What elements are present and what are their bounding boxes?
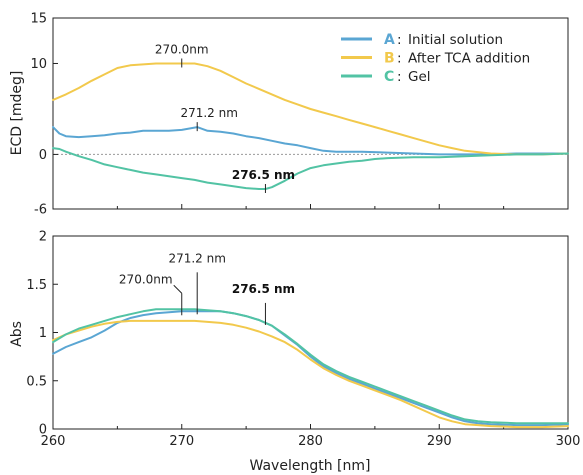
- annotation-label: 271.2 nm: [180, 106, 237, 120]
- ecd-legend: A: Initial solution B: After TCA addition C:…: [341, 32, 530, 85]
- annotation-label: 276.5 nm: [232, 282, 295, 296]
- x-tick-label: 280: [298, 434, 323, 449]
- series-line-B: [52, 319, 569, 429]
- legend-key-C: C: [384, 69, 394, 85]
- ecd-x-ticks: [52, 204, 569, 209]
- y-tick-label: 1: [39, 326, 47, 341]
- y-tick-label: 15: [30, 12, 47, 27]
- abs-y-ticks: 2 1.5 1 0.5 0: [26, 230, 58, 438]
- y-tick-label: 2: [39, 230, 47, 245]
- abs-x-ticks: 260 270 280 290 300: [41, 424, 581, 449]
- y-tick-label: 10: [30, 57, 47, 72]
- abs-plot-frame: [52, 235, 569, 430]
- ecd-y-ticks: 15 10 0 -6: [30, 12, 58, 218]
- x-axis-label: Wavelength [nm]: [250, 458, 371, 474]
- y-tick-label: 0: [39, 423, 47, 438]
- legend-separator: :: [397, 69, 402, 85]
- abs-panel: 2 1.5 1 0.5 0 260 270 280 290 300 270.0nm 271.2 n…: [9, 230, 580, 475]
- ecd-series-group: [52, 62, 569, 190]
- ecd-annotations: 270.0nm 271.2 nm 276.5 nm: [155, 42, 295, 193]
- ecd-y-axis-label: ECD [mdeg]: [9, 71, 25, 156]
- series-line-C: [52, 308, 569, 425]
- legend-key-B: B: [384, 51, 395, 67]
- annotation-label: 276.5 nm: [232, 168, 295, 182]
- series-line-C: [52, 147, 569, 190]
- abs-y-axis-label: Abs: [9, 321, 25, 347]
- legend-label-C: Gel: [408, 69, 431, 85]
- legend-separator: :: [397, 51, 402, 67]
- annotation-label: 271.2 nm: [168, 251, 225, 265]
- abs-annotations: 270.0nm 271.2 nm 276.5 nm: [119, 251, 295, 325]
- y-tick-label: 0.5: [26, 374, 47, 389]
- legend-key-A: A: [384, 32, 395, 48]
- x-tick-label: 300: [556, 434, 581, 449]
- y-tick-label: 0: [39, 148, 47, 163]
- annotation-label: 270.0nm: [119, 272, 173, 286]
- legend-separator: :: [397, 32, 402, 48]
- y-tick-label: -6: [34, 203, 47, 218]
- annotation-leader: [173, 284, 183, 294]
- legend-label-A: Initial solution: [408, 32, 503, 48]
- x-tick-label: 270: [169, 434, 194, 449]
- legend-label-B: After TCA addition: [408, 51, 530, 67]
- series-line-A: [52, 310, 569, 427]
- series-line-A: [52, 126, 569, 156]
- abs-series-group: [52, 308, 569, 429]
- annotation-label: 270.0nm: [155, 42, 209, 56]
- y-tick-label: 1.5: [26, 278, 47, 293]
- x-tick-label: 290: [427, 434, 452, 449]
- x-tick-label: 260: [41, 434, 66, 449]
- series-line-B: [52, 62, 569, 156]
- ecd-panel: 15 10 0 -6 270.0nm 271.2 nm 276.5 nm ECD [mde…: [9, 12, 569, 218]
